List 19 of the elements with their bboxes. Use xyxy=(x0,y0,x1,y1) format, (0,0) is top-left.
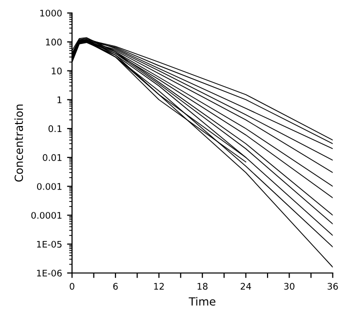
y-tick-label: 1E-06 xyxy=(37,270,62,277)
x-tick-label: 24 xyxy=(240,282,252,290)
x-axis-title: Time xyxy=(188,297,216,306)
y-tick-label: 0.001 xyxy=(37,183,62,190)
x-tick-label: 6 xyxy=(113,282,118,290)
y-tick-label: 0.1 xyxy=(48,125,62,132)
y-tick-label: 0.0001 xyxy=(31,212,62,219)
x-tick-label: 18 xyxy=(198,282,208,290)
y-tick-label: 1000 xyxy=(40,10,62,17)
y-tick-label: 0.01 xyxy=(42,154,62,162)
y-tick-label: 10 xyxy=(52,68,62,74)
y-tick-label: 1E-05 xyxy=(37,240,62,248)
x-tick-label: 36 xyxy=(328,282,338,290)
y-axis-title: Concentration xyxy=(14,104,24,182)
y-tick-label: 1 xyxy=(58,96,62,104)
y-tick-label: 100 xyxy=(46,38,62,46)
x-tick-label: 12 xyxy=(154,282,164,290)
x-tick-label: 30 xyxy=(284,282,294,290)
x-tick-label: 0 xyxy=(70,282,74,290)
